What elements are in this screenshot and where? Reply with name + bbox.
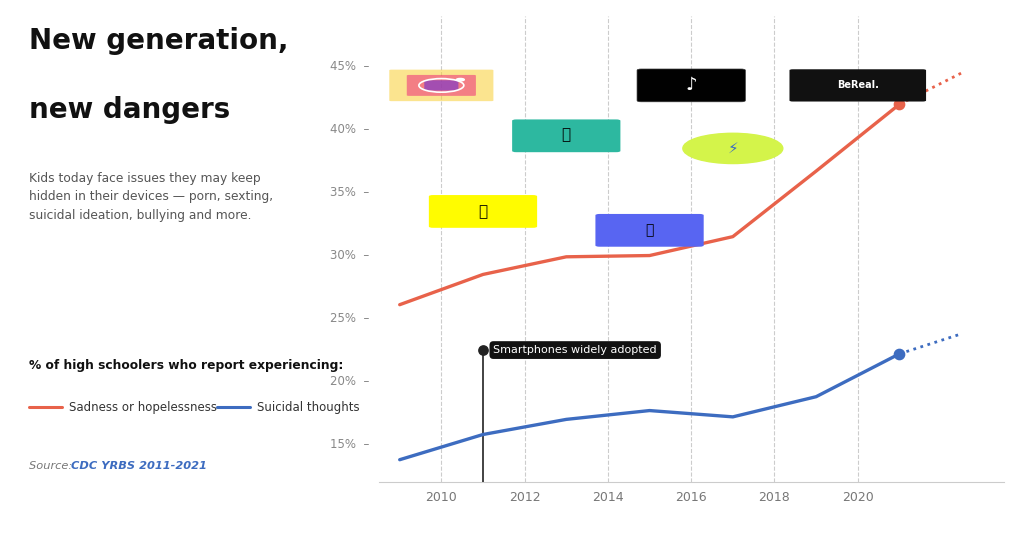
Text: New generation,: New generation, — [29, 27, 288, 55]
Point — [891, 349, 907, 358]
FancyBboxPatch shape — [512, 120, 621, 152]
FancyBboxPatch shape — [790, 69, 926, 101]
Point — [475, 346, 492, 354]
Circle shape — [457, 78, 464, 81]
Text: Kids today face issues they may keep
hidden in their devices — porn, sexting,
su: Kids today face issues they may keep hid… — [29, 172, 272, 221]
Text: % of high schoolers who report experiencing:: % of high schoolers who report experienc… — [29, 359, 343, 372]
Text: new dangers: new dangers — [29, 96, 230, 124]
Text: 🐶: 🐶 — [562, 127, 570, 142]
FancyBboxPatch shape — [424, 80, 459, 91]
Text: 40%  –: 40% – — [330, 123, 370, 136]
Text: CDC YRBS 2011-2021: CDC YRBS 2011-2021 — [71, 461, 207, 471]
Text: BeReal.: BeReal. — [837, 80, 879, 91]
FancyBboxPatch shape — [407, 75, 476, 96]
Text: 👻: 👻 — [478, 204, 487, 219]
Text: Suicidal thoughts: Suicidal thoughts — [257, 401, 359, 414]
Text: ⚡: ⚡ — [727, 141, 738, 156]
Text: Smartphones widely adopted: Smartphones widely adopted — [494, 345, 657, 355]
Text: 45%  –: 45% – — [330, 60, 370, 73]
Text: 20%  –: 20% – — [330, 375, 370, 388]
FancyBboxPatch shape — [389, 70, 494, 101]
Text: 30%  –: 30% – — [331, 249, 370, 262]
Text: Source:: Source: — [29, 461, 76, 471]
Circle shape — [683, 133, 782, 163]
Point — [891, 100, 907, 109]
Text: 35%  –: 35% – — [331, 186, 370, 199]
FancyBboxPatch shape — [595, 214, 703, 247]
Text: Sadness or hopelessness: Sadness or hopelessness — [70, 401, 217, 414]
Text: 15%  –: 15% – — [330, 438, 370, 451]
Text: 🎮: 🎮 — [645, 224, 653, 237]
FancyBboxPatch shape — [429, 195, 538, 228]
FancyBboxPatch shape — [637, 69, 745, 102]
Text: ♪: ♪ — [685, 77, 697, 94]
Text: 25%  –: 25% – — [330, 312, 370, 325]
